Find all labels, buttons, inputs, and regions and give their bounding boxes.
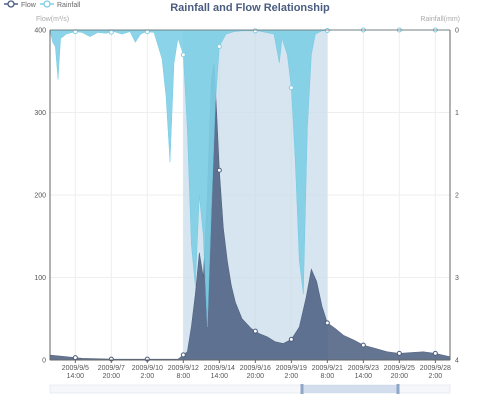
legend-rainfall-icon [43, 0, 51, 8]
y-left-tick-label: 400 [34, 28, 46, 35]
flow-point[interactable] [72, 355, 78, 361]
rainfall-area [49, 29, 450, 328]
rainfall-point[interactable] [180, 52, 186, 58]
x-tick-label: 2009/9/28 2:00 [420, 365, 451, 380]
y-left-tick-label: 0 [42, 358, 46, 365]
x-tick-label: 2009/9/25 20:00 [384, 365, 415, 380]
x-tick-label: 2009/9/12 8:00 [168, 365, 199, 380]
flow-area [49, 62, 451, 361]
y-right-tick-label: 3 [455, 275, 459, 282]
rainfall-point[interactable] [216, 44, 222, 49]
y-right-tick-label: 1 [455, 110, 459, 117]
x-tick-label: 2009/9/21 8:00 [312, 365, 343, 380]
zoom-handle-end[interactable] [396, 384, 400, 394]
flow-series[interactable] [49, 62, 451, 362]
legend-rainfall-label: Rainfall [57, 2, 81, 9]
flow-point[interactable] [288, 336, 294, 342]
flow-point[interactable] [360, 342, 366, 348]
zoom-handle-start[interactable] [300, 384, 304, 394]
legend-item-rainfall[interactable]: Rainfall [40, 0, 81, 9]
axes [49, 29, 451, 361]
rainfall-point[interactable] [324, 28, 330, 34]
legend-flow-icon [7, 0, 15, 8]
legend[interactable]: Flow Rainfall [4, 0, 81, 9]
x-tick-label: 2009/9/23 14:00 [348, 365, 379, 380]
legend-item-flow[interactable]: Flow [4, 0, 37, 9]
rainfall-point[interactable] [108, 29, 114, 35]
y-left-tick-label: 300 [34, 110, 46, 117]
x-axis-ticks: 2009/9/5 14:00 2009/9/7 20:00 2009/9/10 2:00 2… [62, 360, 451, 380]
x-tick-label: 2009/9/10 2:00 [132, 365, 163, 380]
data-zoom-slider[interactable] [49, 384, 451, 394]
y-left-ticks: 0 100 200 300 400 [34, 28, 46, 365]
zoom-track[interactable] [49, 384, 451, 394]
x-tick-label: 2009/9/7 20:00 [98, 365, 125, 380]
legend-flow-label: Flow [21, 2, 37, 9]
x-tick-label: 2009/9/19 2:00 [276, 365, 307, 380]
y-left-axis-label: Flow(m³/s) [36, 16, 69, 23]
flow-point[interactable] [252, 328, 258, 334]
x-tick-label: 2009/9/14 14:00 [204, 365, 235, 380]
y-right-tick-label: 0 [455, 28, 459, 35]
chart-title: Rainfall and Flow Relationship [170, 2, 330, 14]
y-right-ticks: 0 1 2 3 4 [455, 28, 459, 365]
rainfall-series[interactable] [49, 27, 450, 328]
rainfall-point[interactable] [252, 28, 258, 34]
zoom-window[interactable] [302, 385, 398, 393]
y-left-tick-label: 100 [34, 275, 46, 282]
y-right-tick-label: 2 [455, 193, 459, 200]
y-right-tick-label: 4 [455, 358, 459, 365]
flow-point[interactable] [180, 352, 186, 358]
flow-point[interactable] [216, 167, 222, 173]
rainfall-point[interactable] [288, 85, 294, 91]
x-tick-label: 2009/9/5 14:00 [62, 365, 89, 380]
y-right-axis-label: Rainfall(mm) [420, 16, 460, 23]
x-tick-label: 2009/9/16 20:00 [240, 365, 271, 380]
flow-point[interactable] [324, 320, 330, 326]
flow-point[interactable] [396, 350, 402, 356]
flow-point[interactable] [432, 350, 438, 356]
y-left-tick-label: 200 [34, 193, 46, 200]
